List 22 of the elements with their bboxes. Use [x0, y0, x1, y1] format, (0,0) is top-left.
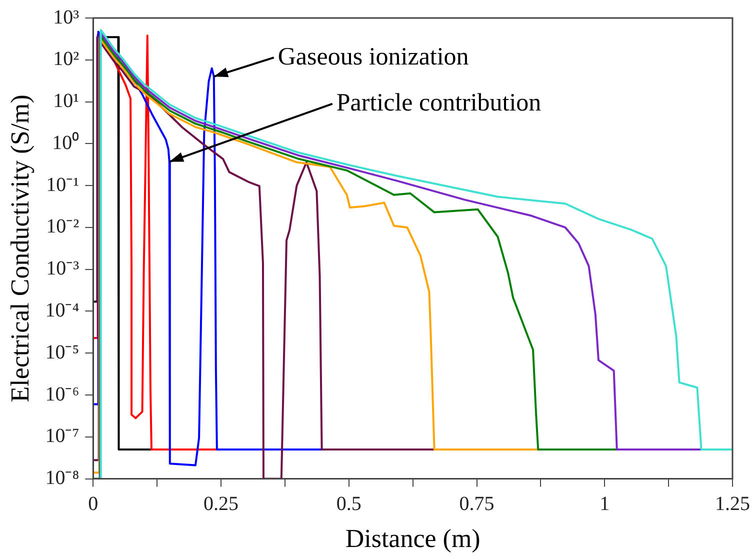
y-tick-label: 10²	[53, 48, 80, 70]
y-tick-label: 10³	[53, 6, 80, 28]
annotation: Gaseous ionization	[278, 43, 469, 70]
y-tick-label: 10¹	[53, 90, 80, 112]
y-tick-label: 10⁰	[52, 130, 80, 154]
y-tick-label: 10⁻⁷	[45, 425, 80, 448]
x-tick-label: 0.25	[204, 493, 239, 516]
x-tick-label: 0.75	[459, 493, 494, 516]
y-tick-label: 10⁻⁵	[45, 341, 80, 364]
x-tick-label: 0.5	[336, 493, 362, 516]
y-tick-label: 10⁻²	[46, 216, 80, 238]
x-tick-label: 0	[88, 493, 98, 516]
x-tick-label: 1	[600, 493, 610, 516]
y-tick-label: 10⁻⁸	[45, 467, 80, 490]
y-tick-label: 10⁻⁶	[45, 383, 80, 406]
x-axis-title: Distance (m)	[345, 524, 480, 554]
annotation: Particle contribution	[336, 89, 542, 116]
y-tick-label: 10⁻¹	[46, 174, 80, 196]
y-axis-title: Electrical Conductivity (S/m)	[5, 94, 34, 402]
x-tick-label: 1.25	[715, 493, 750, 516]
y-tick-label: 10⁻³	[46, 258, 80, 280]
y-tick-label: 10⁻⁴	[45, 299, 80, 322]
